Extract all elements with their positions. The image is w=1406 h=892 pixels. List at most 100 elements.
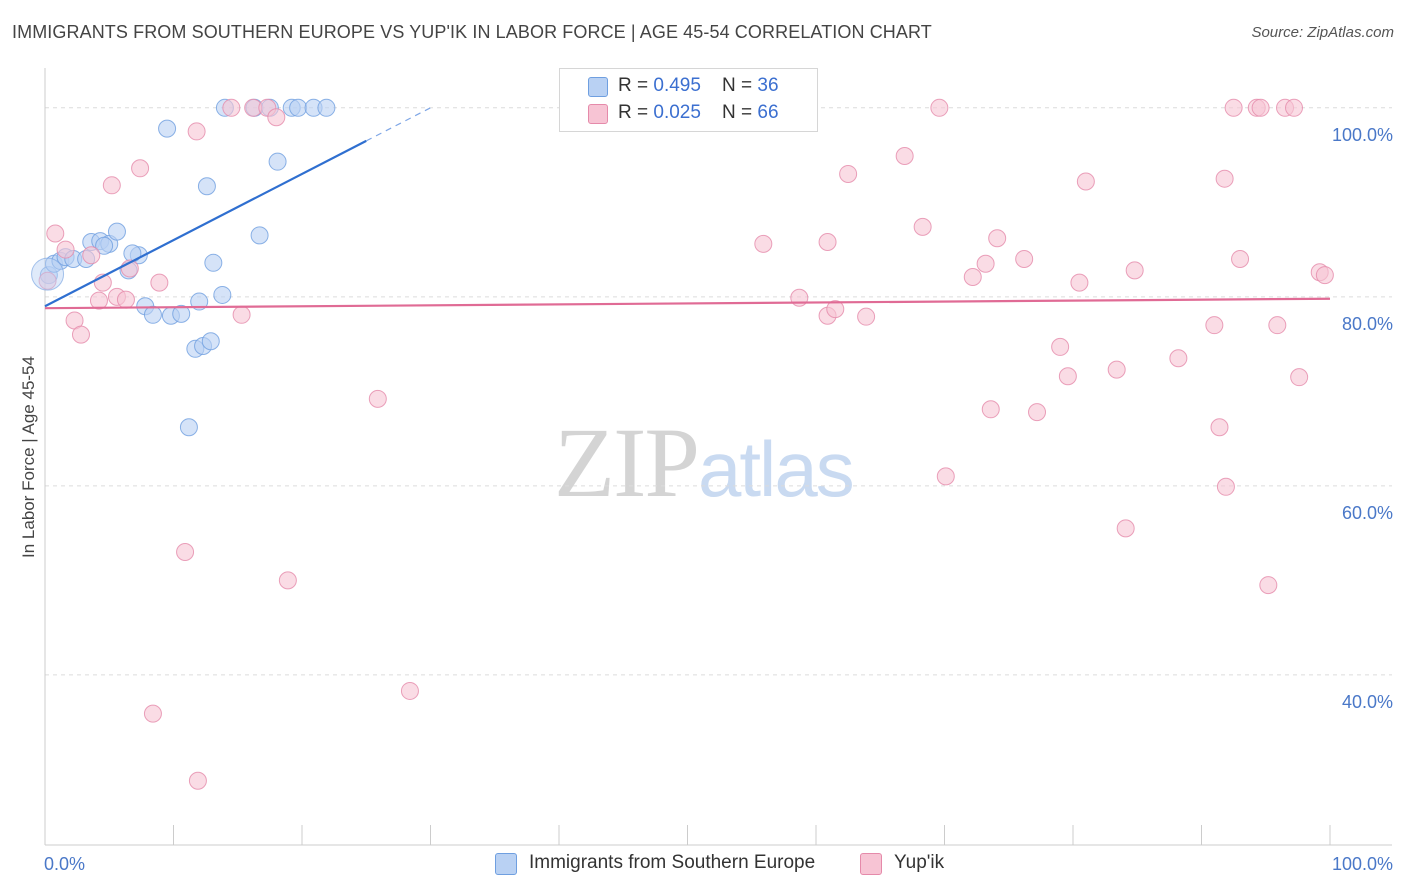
point-yupik xyxy=(895,147,914,166)
trend-layer xyxy=(44,107,1331,310)
grid-layer xyxy=(45,107,1392,676)
point-southern-europe xyxy=(289,98,308,117)
point-yupik xyxy=(1015,250,1034,269)
point-yupik xyxy=(131,159,150,178)
point-yupik xyxy=(818,233,837,252)
point-yupik xyxy=(857,307,876,326)
point-southern-europe xyxy=(95,236,114,255)
point-southern-europe xyxy=(213,285,232,304)
point-yupik xyxy=(1251,98,1270,117)
point-yupik xyxy=(232,305,251,324)
x-tick-label-max: 100.0% xyxy=(1332,854,1393,874)
y-tick-label: 40.0% xyxy=(1342,692,1393,712)
legend-swatch-blue xyxy=(495,853,517,875)
point-yupik xyxy=(963,267,982,286)
point-yupik xyxy=(936,467,955,486)
point-southern-europe xyxy=(190,292,209,311)
pink-r-label: R = xyxy=(618,102,654,123)
point-southern-europe xyxy=(197,177,216,196)
point-yupik xyxy=(143,704,162,723)
point-yupik xyxy=(116,290,135,309)
pink-swatch xyxy=(588,104,608,124)
pink-r-value: 0.025 xyxy=(653,102,701,123)
point-yupik xyxy=(1216,477,1235,496)
axis-layer xyxy=(44,68,1392,846)
trend-line-extension-southern-europe xyxy=(365,107,431,142)
x-tick-label-min: 0.0% xyxy=(44,854,85,874)
y-tick-label: 60.0% xyxy=(1342,503,1393,523)
zipatlas-watermark: ZIPatlas xyxy=(554,407,855,518)
trend-line-yupik xyxy=(44,297,1331,310)
blue-r-label: R = xyxy=(618,75,654,96)
point-yupik xyxy=(1076,172,1095,191)
point-yupik xyxy=(1107,360,1126,379)
blue-swatch xyxy=(588,77,608,97)
blue-n-value: 36 xyxy=(757,75,779,96)
point-yupik xyxy=(981,400,1000,419)
point-southern-europe xyxy=(179,418,198,437)
blue-r-value: 0.495 xyxy=(653,75,701,96)
point-yupik xyxy=(400,681,419,700)
point-yupik xyxy=(1285,98,1304,117)
point-yupik xyxy=(267,108,286,127)
point-southern-europe xyxy=(268,152,287,171)
y-tick-label: 100.0% xyxy=(1332,125,1393,145)
trend-line-southern-europe xyxy=(44,139,367,308)
point-southern-europe xyxy=(143,305,162,324)
point-yupik xyxy=(1169,349,1188,368)
point-yupik xyxy=(368,389,387,408)
label-layer: 100.0% 80.0% 60.0% 40.0% 0.0% 100.0% In Labor … xyxy=(19,125,1393,874)
point-yupik xyxy=(38,271,57,290)
y-tick-label: 80.0% xyxy=(1342,314,1393,334)
point-yupik xyxy=(1058,367,1077,386)
point-yupik xyxy=(150,273,169,292)
point-yupik xyxy=(1210,418,1229,437)
stats-legend: R = 0.495 N = 36 R = 0.025 N = 66 xyxy=(559,68,818,132)
chart-title: IMMIGRANTS FROM SOUTHERN EUROPE VS YUP'I… xyxy=(12,22,932,42)
point-yupik xyxy=(1268,316,1287,335)
legend-swatch-pink xyxy=(860,853,882,875)
point-southern-europe xyxy=(317,98,336,117)
point-yupik xyxy=(1116,519,1135,538)
point-yupik xyxy=(278,571,297,590)
point-southern-europe-large xyxy=(31,257,65,291)
point-yupik xyxy=(1051,337,1070,356)
point-yupik xyxy=(913,217,932,236)
points-layer xyxy=(31,98,1334,790)
point-yupik xyxy=(839,164,858,183)
point-yupik xyxy=(188,771,207,790)
point-yupik xyxy=(1224,98,1243,117)
y-axis-label: In Labor Force | Age 45-54 xyxy=(19,356,38,558)
point-yupik xyxy=(102,176,121,195)
point-yupik xyxy=(1215,169,1234,188)
point-southern-europe xyxy=(172,304,191,323)
point-yupik xyxy=(71,325,90,344)
point-yupik xyxy=(988,229,1007,248)
point-southern-europe xyxy=(201,332,220,351)
point-yupik xyxy=(187,122,206,141)
point-yupik xyxy=(1070,273,1089,292)
point-southern-europe xyxy=(158,119,177,138)
point-southern-europe xyxy=(204,253,223,272)
pink-n-label: N = xyxy=(722,102,758,123)
point-yupik xyxy=(82,246,101,265)
point-yupik xyxy=(1028,403,1047,422)
point-yupik xyxy=(826,300,845,319)
point-yupik xyxy=(46,224,65,243)
blue-n-label: N = xyxy=(722,75,758,96)
point-yupik xyxy=(1231,250,1250,269)
chart-source: Source: ZipAtlas.com xyxy=(1251,24,1394,41)
point-yupik xyxy=(930,98,949,117)
point-yupik xyxy=(176,543,195,562)
point-yupik xyxy=(754,234,773,253)
point-yupik xyxy=(1125,261,1144,280)
point-southern-europe xyxy=(107,222,126,241)
point-yupik xyxy=(89,291,108,310)
point-yupik xyxy=(1259,576,1278,595)
point-southern-europe xyxy=(250,226,269,245)
point-yupik xyxy=(1290,368,1309,387)
pink-n-value: 66 xyxy=(757,102,779,123)
legend-label-yupik: Yup'ik xyxy=(894,852,945,873)
point-yupik xyxy=(976,254,995,273)
